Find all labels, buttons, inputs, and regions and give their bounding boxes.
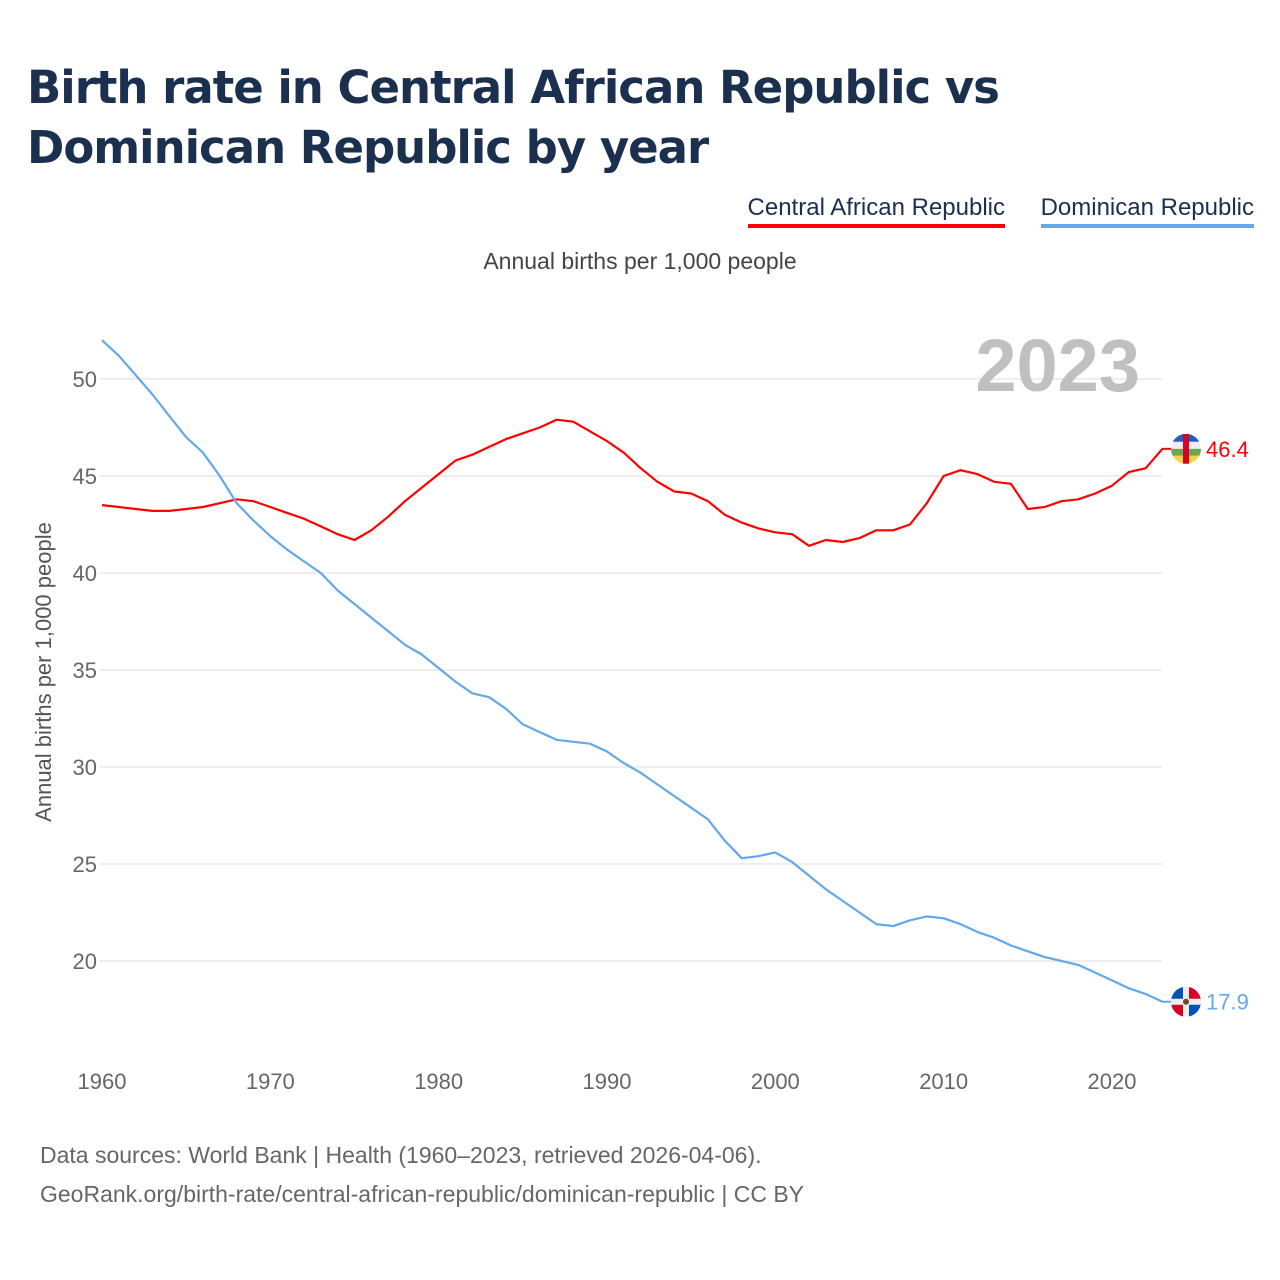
data-source: Data sources: World Bank | Health (1960–… — [40, 1142, 762, 1168]
chart-title: Birth rate in Central African Republic v… — [27, 61, 1000, 174]
x-tick-label: 2010 — [919, 1069, 968, 1094]
y-axis-label: Annual births per 1,000 people — [31, 522, 56, 822]
chart-subtitle: Annual births per 1,000 people — [483, 248, 797, 274]
footer: Data sources: World Bank | Health (1960–… — [40, 1136, 804, 1214]
legend-dominican-republic[interactable]: Dominican Republic — [1040, 194, 1254, 228]
year-label: 2023 — [975, 324, 1140, 407]
source-link[interactable]: GeoRank.org/birth-rate/central-african-r… — [40, 1181, 805, 1207]
end-value-label-central-african-republic: 46.4 — [1206, 437, 1249, 462]
y-tick-label: 40 — [73, 561, 97, 586]
y-tick-label: 50 — [73, 367, 97, 392]
x-tick-label: 1990 — [583, 1069, 632, 1094]
central-african-republic-flag-icon — [1171, 433, 1201, 464]
y-tick-label: 45 — [73, 464, 97, 489]
y-tick-label: 20 — [73, 949, 97, 974]
y-tick-label: 25 — [73, 852, 97, 877]
y-tick-label: 35 — [73, 658, 97, 683]
legend-central-african-republic[interactable]: Central African Republic — [747, 194, 1005, 228]
x-tick-label: 2000 — [751, 1069, 800, 1094]
series-line-central-african-republic — [101, 418, 1164, 547]
x-tick-label: 2020 — [1088, 1069, 1137, 1094]
series-line-dominican-republic — [101, 339, 1163, 1003]
dominican-republic-flag-icon — [1171, 986, 1201, 1017]
x-tick-label: 1980 — [414, 1069, 463, 1094]
end-value-label-dominican-republic: 17.9 — [1206, 990, 1249, 1015]
x-tick-label: 1960 — [78, 1069, 127, 1094]
y-tick-label: 30 — [73, 755, 97, 780]
x-tick-label: 1970 — [246, 1069, 295, 1094]
